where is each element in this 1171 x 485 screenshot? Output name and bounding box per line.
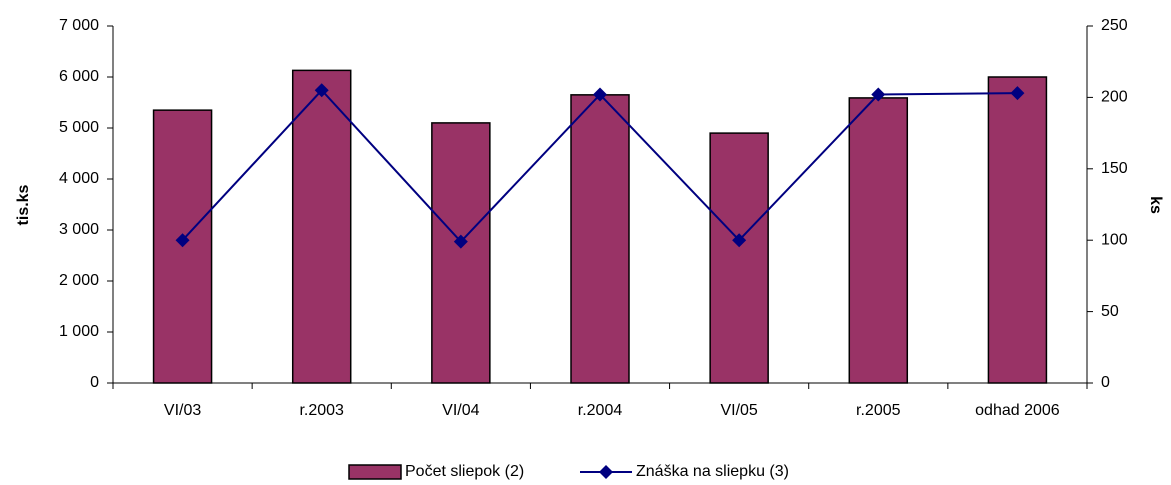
y2-tick-label: 0: [1101, 374, 1110, 391]
y2-tick-label: 100: [1101, 231, 1128, 248]
bar: [570, 94, 630, 384]
marker: [871, 87, 886, 102]
bar: [291, 69, 352, 384]
x-tick-label: VI/05: [720, 402, 757, 419]
x-tick-label: VI/03: [164, 402, 201, 419]
legend-swatch: [348, 464, 402, 480]
marker: [314, 83, 329, 98]
legend-label: Počet sliepok (2): [405, 463, 524, 480]
y-tick-label: 0: [90, 374, 99, 391]
marker: [593, 87, 607, 102]
bar: [431, 122, 491, 384]
marker: [175, 233, 190, 248]
y2-tick-label: 200: [1101, 89, 1128, 106]
y-tick-label: 7 000: [59, 17, 99, 34]
y-tick-label: 5 000: [59, 119, 99, 136]
y-tick-label: 2 000: [59, 272, 99, 289]
y-tick-label: 1 000: [59, 323, 99, 340]
y-axis-title: tis.ks: [15, 184, 32, 225]
bar: [709, 132, 769, 384]
marker: [732, 233, 747, 248]
bar: [848, 97, 909, 384]
marker: [453, 234, 468, 249]
legend-label: Znáška na sliepku (3): [636, 463, 789, 480]
y-tick-label: 4 000: [59, 170, 99, 187]
marker: [1010, 86, 1025, 101]
x-tick-label: r.2004: [578, 402, 623, 419]
x-tick-label: r.2005: [856, 402, 901, 419]
y2-tick-label: 50: [1101, 303, 1119, 320]
y2-tick-label: 250: [1101, 17, 1128, 34]
x-tick-label: r.2003: [299, 402, 344, 419]
y-tick-label: 6 000: [59, 68, 99, 85]
y-tick-label: 3 000: [59, 221, 99, 238]
y2-axis-title: ks: [1147, 196, 1164, 214]
bar: [987, 76, 1048, 384]
legend-swatch: [599, 465, 613, 479]
x-tick-label: VI/04: [442, 402, 479, 419]
y2-tick-label: 150: [1101, 160, 1128, 177]
x-tick-label: odhad 2006: [975, 402, 1060, 419]
